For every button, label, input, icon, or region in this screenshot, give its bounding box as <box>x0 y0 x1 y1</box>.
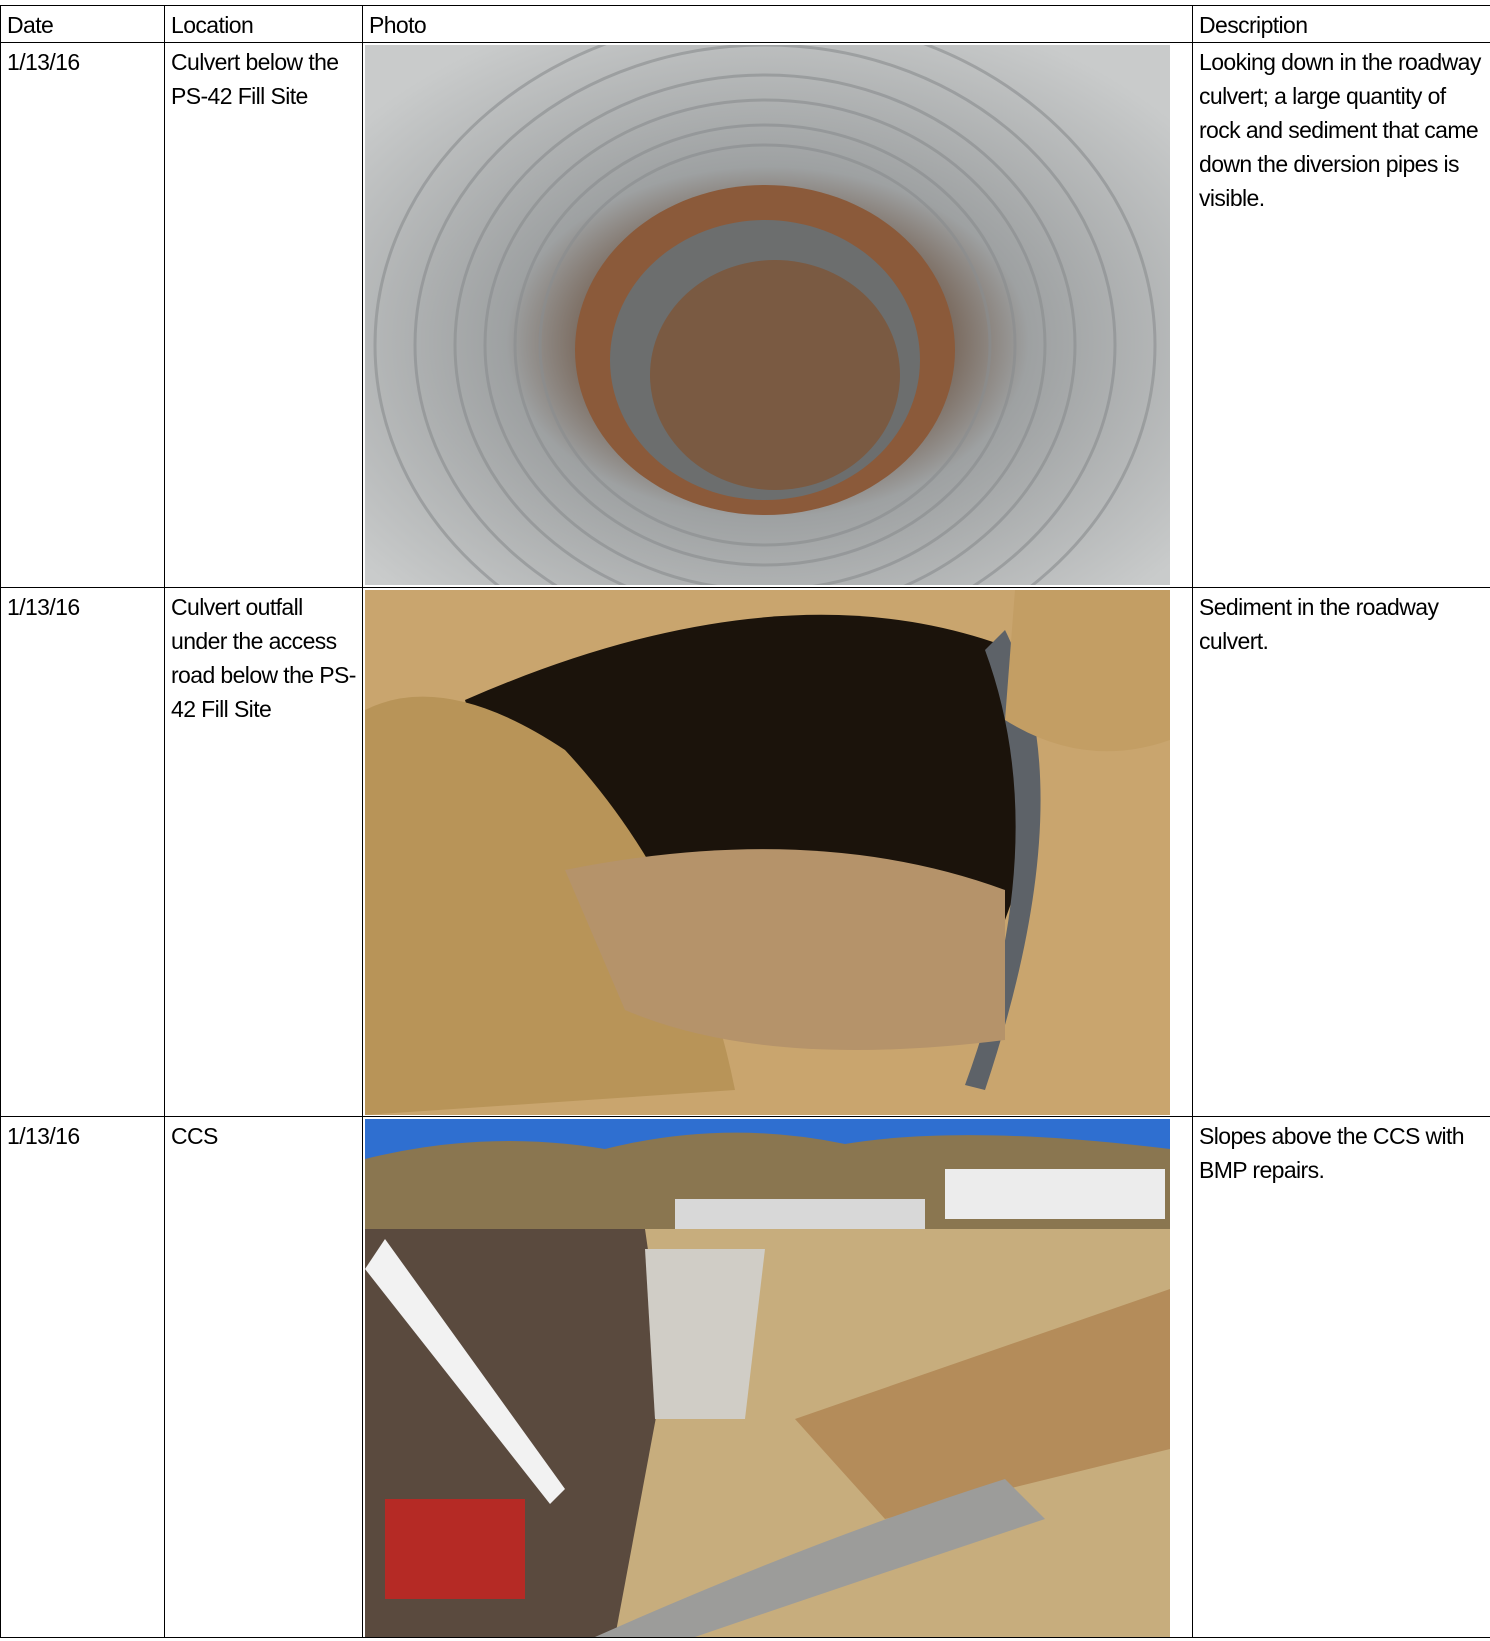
description: Sediment in the roadway culvert. <box>1193 588 1490 1117</box>
date: 1/13/16 <box>1 1117 165 1638</box>
header-cell: Location <box>165 6 363 43</box>
row: 1/13/16 Culvert outfall under the access… <box>1 588 1490 1117</box>
location: Culvert outfall under the access road be… <box>165 588 363 1117</box>
photo-cell <box>363 1117 1193 1638</box>
photo-cell <box>363 43 1193 588</box>
photo-ccs <box>365 1119 1170 1637</box>
header-row: Date Location Photo Description <box>1 6 1490 43</box>
header-cell: Description <box>1193 6 1490 43</box>
photo-outfall <box>365 590 1170 1115</box>
location: Culvert below the PS-42 Fill Site <box>165 43 363 588</box>
photo-log-table: Date Location Photo Description 1/13/16 … <box>0 5 1490 1638</box>
row: 1/13/16 CCS Slopes above the CCS with BM… <box>1 1117 1490 1638</box>
photo-culvert <box>365 45 1170 585</box>
description: Looking down in the roadway culvert; a l… <box>1193 43 1490 588</box>
header-cell: Date <box>1 6 165 43</box>
row: 1/13/16 Culvert below the PS-42 Fill Sit… <box>1 43 1490 588</box>
date: 1/13/16 <box>1 588 165 1117</box>
page: Date Location Photo Description 1/13/16 … <box>0 5 1490 1641</box>
header-cell: Photo <box>363 6 1193 43</box>
description: Slopes above the CCS with BMP repairs. <box>1193 1117 1490 1638</box>
date: 1/13/16 <box>1 43 165 588</box>
location: CCS <box>165 1117 363 1638</box>
photo-cell <box>363 588 1193 1117</box>
